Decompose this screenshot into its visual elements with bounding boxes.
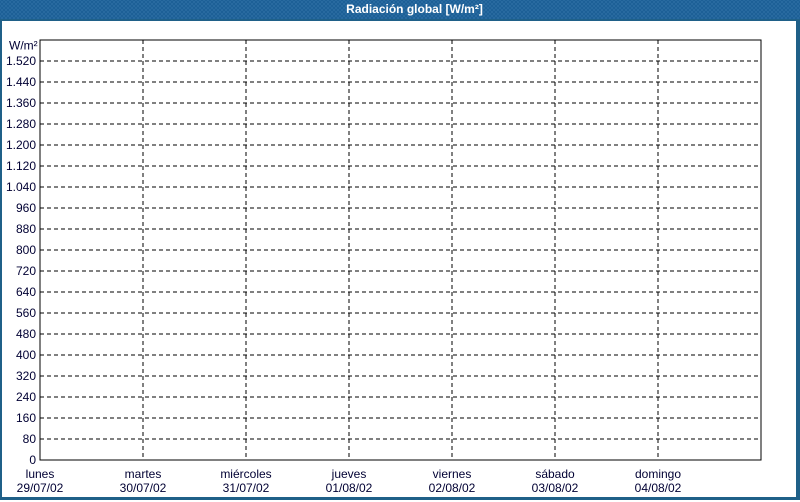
svg-text:240: 240 (16, 390, 36, 404)
svg-text:80: 80 (23, 432, 37, 446)
svg-text:1.520: 1.520 (6, 54, 36, 68)
svg-text:560: 560 (16, 306, 36, 320)
svg-text:04/08/02: 04/08/02 (635, 481, 682, 495)
svg-text:viernes: viernes (433, 467, 472, 481)
svg-text:domingo: domingo (635, 467, 681, 481)
svg-text:1.200: 1.200 (6, 138, 36, 152)
svg-text:02/08/02: 02/08/02 (429, 481, 476, 495)
svg-text:lunes: lunes (26, 467, 55, 481)
svg-text:sábado: sábado (535, 467, 575, 481)
svg-text:1.280: 1.280 (6, 117, 36, 131)
svg-text:400: 400 (16, 348, 36, 362)
svg-text:30/07/02: 30/07/02 (120, 481, 167, 495)
svg-text:jueves: jueves (331, 467, 367, 481)
svg-text:480: 480 (16, 327, 36, 341)
svg-text:1.120: 1.120 (6, 159, 36, 173)
svg-text:880: 880 (16, 222, 36, 236)
svg-text:miércoles: miércoles (220, 467, 271, 481)
svg-text:31/07/02: 31/07/02 (223, 481, 270, 495)
svg-text:01/08/02: 01/08/02 (326, 481, 373, 495)
svg-text:960: 960 (16, 201, 36, 215)
svg-text:0: 0 (29, 453, 36, 467)
svg-text:1.040: 1.040 (6, 180, 36, 194)
svg-text:320: 320 (16, 369, 36, 383)
svg-text:martes: martes (125, 467, 162, 481)
svg-text:03/08/02: 03/08/02 (532, 481, 579, 495)
svg-text:1.360: 1.360 (6, 96, 36, 110)
svg-text:W/m²: W/m² (9, 39, 38, 53)
svg-text:800: 800 (16, 243, 36, 257)
svg-text:720: 720 (16, 264, 36, 278)
svg-text:1.440: 1.440 (6, 75, 36, 89)
svg-text:29/07/02: 29/07/02 (17, 481, 64, 495)
svg-text:640: 640 (16, 285, 36, 299)
svg-text:160: 160 (16, 411, 36, 425)
